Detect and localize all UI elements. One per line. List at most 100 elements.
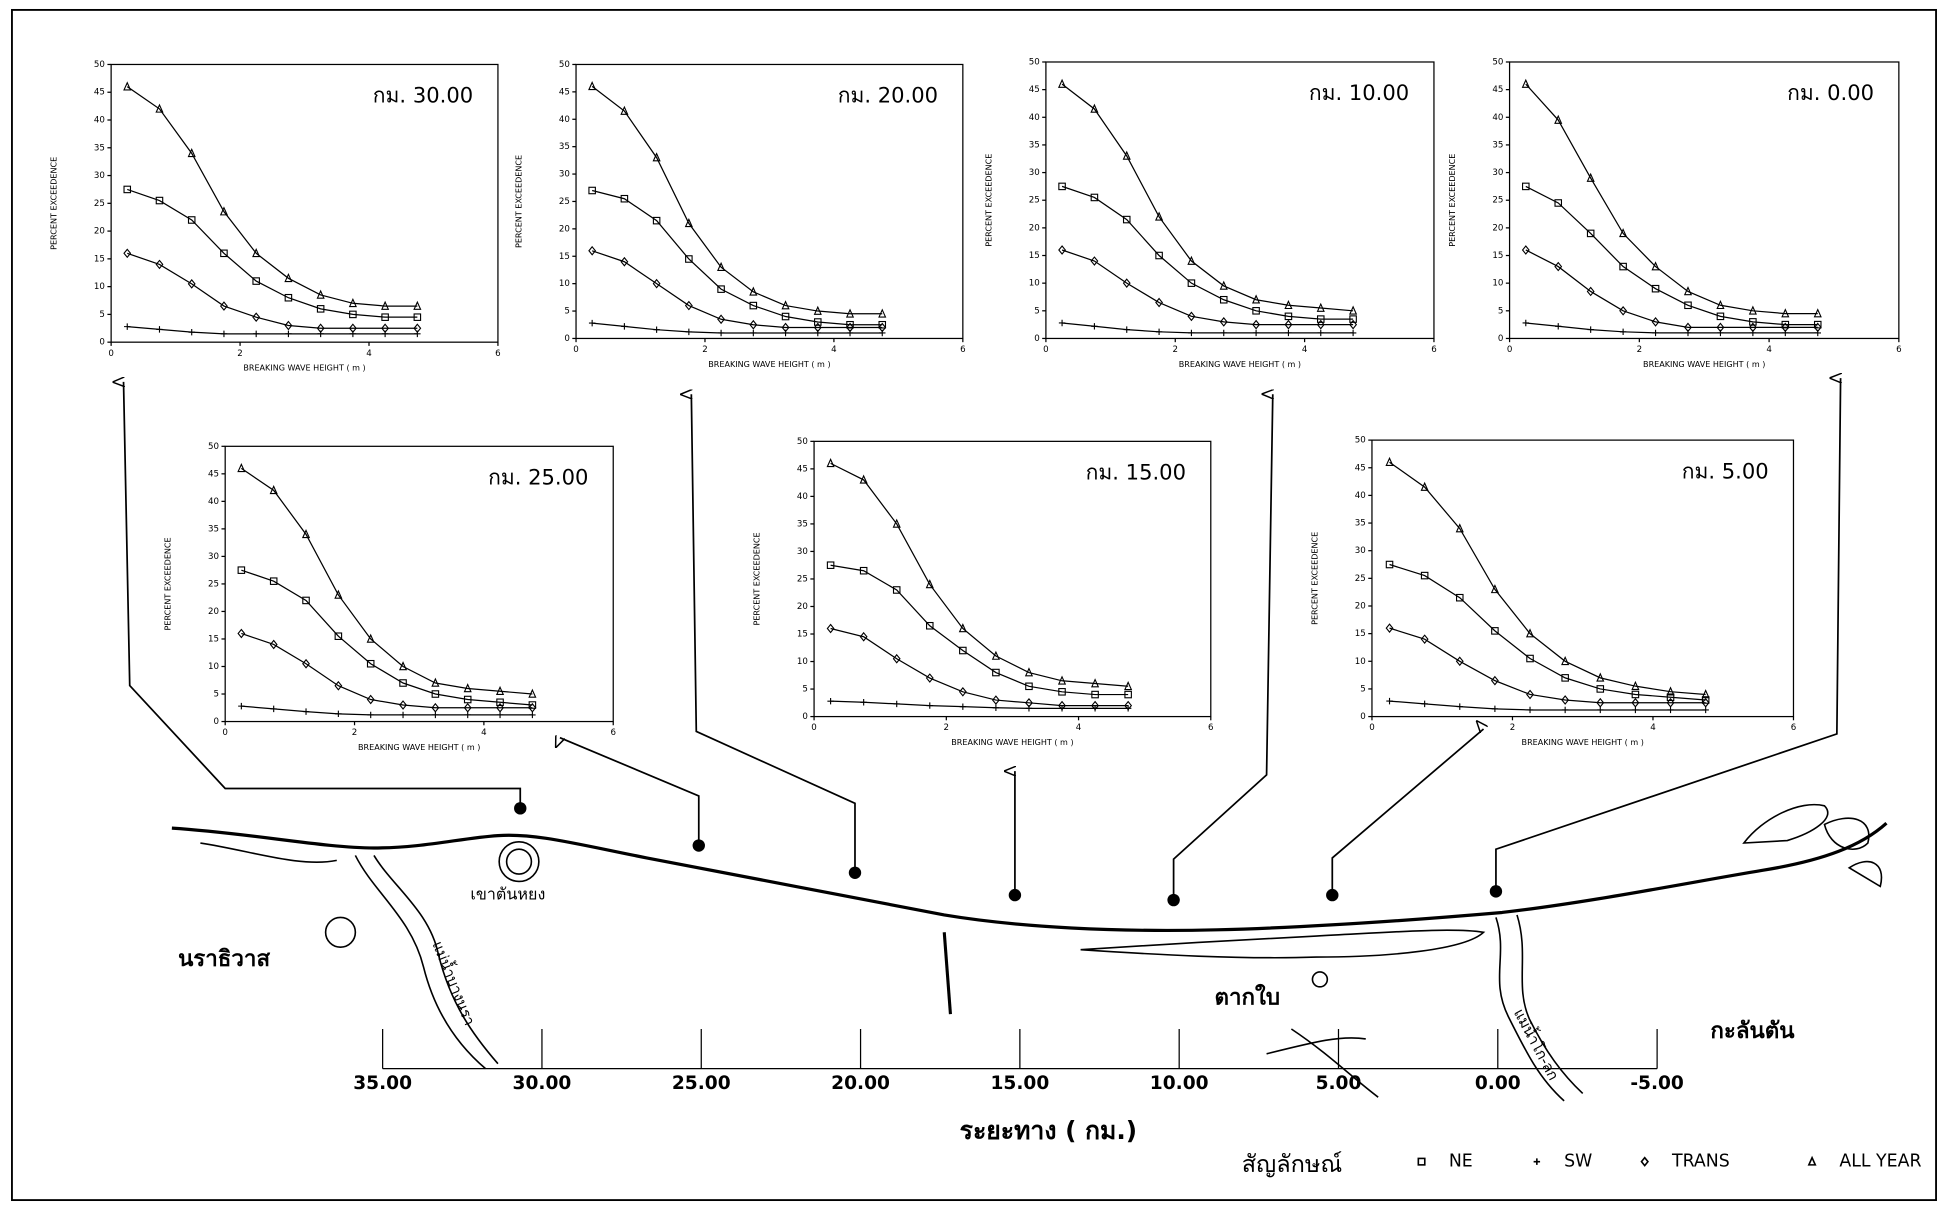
marker [1187,279,1196,287]
marker [1702,706,1709,714]
marker [220,301,228,311]
marker [1091,700,1100,711]
place-label: เขาตันหยง [470,885,545,904]
marker [123,248,132,259]
y-tick-label: 10 [94,282,105,292]
marker [413,323,422,334]
x-tick-label: 2 [352,728,358,738]
marker [814,318,822,326]
marker [1456,703,1463,710]
marker [1684,301,1692,310]
marker [1749,318,1757,326]
marker [431,677,440,687]
series-line [830,700,1129,709]
distance-tick-label: 15.00 [990,1073,1049,1094]
y-tick-label: 35 [1492,140,1503,150]
marker [1666,686,1675,696]
marker [1155,211,1164,221]
y-tick-label: 15 [94,254,105,264]
marker [1587,326,1594,333]
marker [1701,697,1710,708]
marker [1781,308,1790,318]
marker [270,705,277,713]
marker [1651,261,1660,271]
series-line [1061,185,1354,320]
marker [926,702,934,709]
marker [1349,315,1357,323]
x-axis-label: BREAKING WAVE HEIGHT ( m ) [708,360,830,369]
marker [1155,297,1164,308]
marker [398,661,408,671]
leader [691,394,856,873]
x-tick-label: 4 [1302,345,1308,355]
y-axis-label: PERCENT EXCEEDENCE [164,537,173,630]
x-tick-label: 0 [1369,723,1375,733]
y-tick-label: 35 [208,524,219,534]
marker [463,695,472,704]
marker [1385,560,1394,569]
y-tick-label: 15 [208,634,219,644]
y-tick-label: 30 [1355,546,1366,556]
y-tick-label: 15 [559,252,570,262]
town-mark [324,916,357,948]
y-tick-label: 45 [559,87,570,97]
legend-label: TRANS [1671,1152,1730,1172]
marker [1716,312,1725,321]
marker [781,322,790,333]
marker [187,279,196,289]
y-tick-label: 45 [1355,463,1366,473]
marker [413,300,422,310]
y-tick-label: 30 [797,547,808,557]
place-label: กะลันตัน [1710,1018,1795,1044]
y-tick-label: 5 [99,310,105,320]
marker [991,695,1000,705]
series-line [1061,249,1354,326]
marker [1386,697,1393,705]
marker [1631,680,1640,690]
x-axis-label: BREAKING WAVE HEIGHT ( m ) [1643,360,1765,369]
y-tick-label: 10 [797,657,808,667]
place-label: ตากใบ [1215,984,1281,1011]
marker [1619,228,1628,238]
place-label: นราธิวาส [178,946,270,972]
y-tick-label: 5 [1360,684,1366,694]
marker [1187,255,1196,265]
axis-title: ระยะทาง ( กม.) [960,1116,1137,1145]
leader [1331,729,1483,896]
x-tick-label: 4 [1076,723,1082,733]
marker [1490,584,1499,594]
marker [684,218,693,228]
marker [1252,307,1260,315]
y-tick-label: 0 [213,717,219,727]
marker [1252,319,1261,330]
distance-tick-label: 20.00 [831,1073,890,1094]
marker [348,297,357,308]
x-tick-label: 2 [1172,345,1178,355]
marker [588,81,597,91]
marker [302,596,310,605]
y-tick-label: 45 [94,88,105,98]
station [1489,885,1503,898]
y-tick-label: 45 [1492,85,1503,95]
marker [431,690,440,698]
marker [717,261,726,271]
marker [367,711,374,719]
x-tick-label: 4 [1766,345,1772,355]
marker [1455,523,1464,533]
marker [1631,697,1640,708]
marker [878,320,887,329]
x-tick-label: 0 [222,728,228,738]
marker [1651,317,1660,327]
marker [1716,299,1725,310]
y-tick-label: 5 [564,307,570,317]
y-tick-label: 20 [797,602,808,612]
marker [1586,286,1595,297]
frame [11,8,1937,1202]
marker [123,185,132,194]
y-tick-label: 40 [208,497,219,507]
marker [1385,623,1394,633]
y-tick-label: 35 [797,519,808,529]
distance-tick-label: 35.00 [353,1073,412,1094]
marker [826,623,835,634]
x-tick-label: 2 [702,345,708,355]
